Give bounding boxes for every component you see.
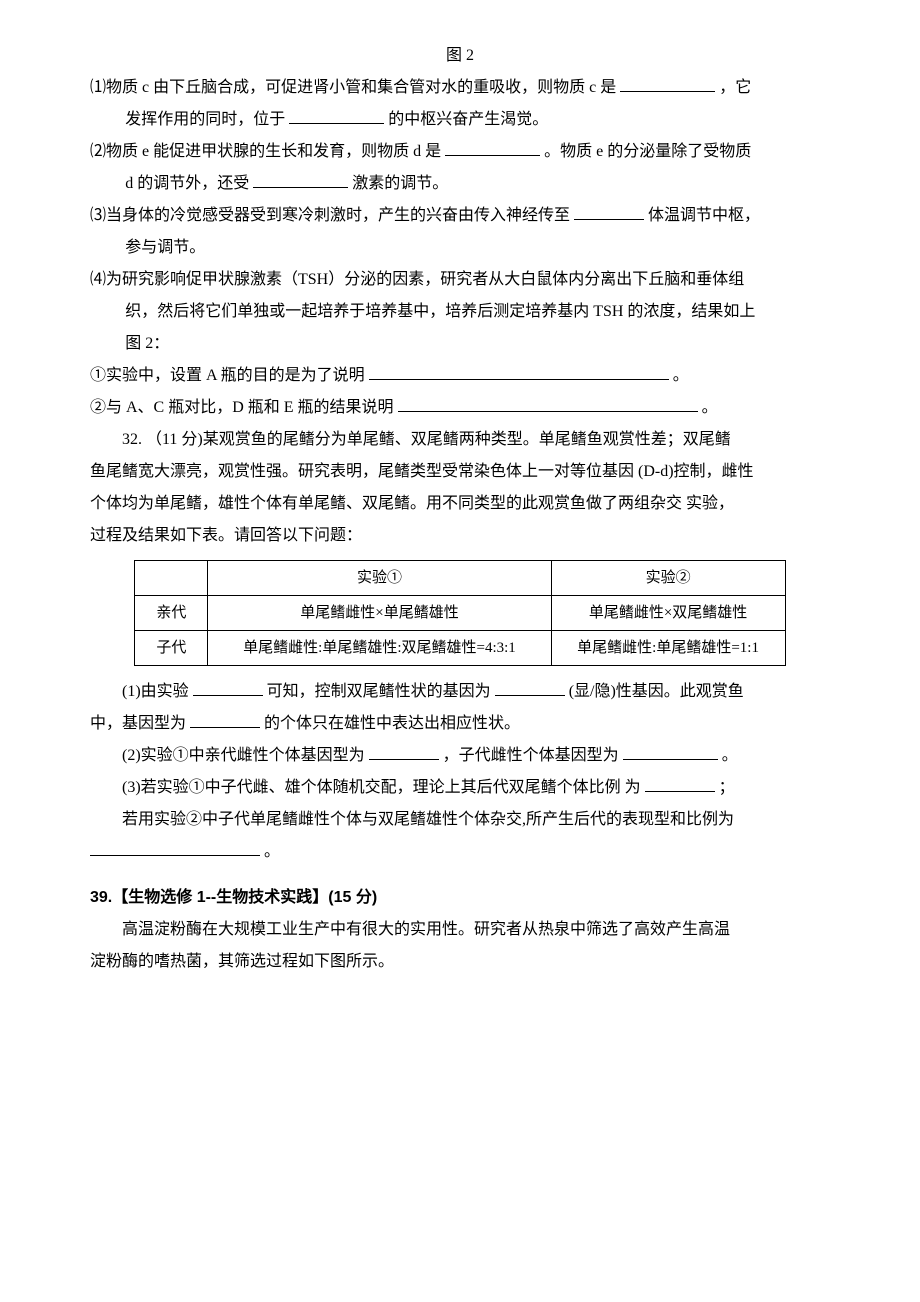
q31-4-sub2: ②与 A、C 瓶对比，D 瓶和 E 瓶的结果说明 。 (90, 392, 830, 424)
q32-2: (2)实验①中亲代雌性个体基因型为 ，子代雌性个体基因型为 。 (90, 740, 830, 772)
blank (620, 75, 715, 92)
experiment-table: 实验① 实验② 亲代 单尾鳍雌性×单尾鳍雄性 单尾鳍雌性×双尾鳍雄性 子代 单尾… (134, 560, 785, 666)
text: (1)由实验 (122, 683, 189, 700)
q31-1-line1: ⑴物质 c 由下丘脑合成，可促进肾小管和集合管对水的重吸收，则物质 c 是 ，它 (90, 72, 830, 104)
text: ，它 (719, 79, 751, 96)
q31-4-line3: 图 2： (90, 328, 830, 360)
table-header-exp1: 实验① (208, 561, 551, 596)
text: (显/隐)性基因。此观赏鱼 (569, 683, 744, 700)
text: 。 (673, 367, 689, 384)
text: ⑵物质 e 能促进甲状腺的生长和发育，则物质 d 是 (90, 143, 441, 160)
blank (445, 139, 540, 156)
text: ⑴物质 c 由下丘脑合成，可促进肾小管和集合管对水的重吸收，则物质 c 是 (90, 79, 616, 96)
q39-line1: 高温淀粉酶在大规模工业生产中有很大的实用性。研究者从热泉中筛选了高效产生高温 (90, 914, 830, 946)
blank (289, 107, 384, 124)
text: 可知，控制双尾鳍性状的基因为 (267, 683, 491, 700)
q32-3-line2: 若用实验②中子代单尾鳍雌性个体与双尾鳍雄性个体杂交,所产生后代的表现型和比例为 (90, 804, 830, 836)
q31-3-line2: 参与调节。 (90, 232, 830, 264)
q31-2-line2: d 的调节外，还受 激素的调节。 (90, 168, 830, 200)
text: ； (719, 779, 735, 796)
blank (253, 171, 348, 188)
text: 。 (702, 399, 718, 416)
table-cell: 亲代 (135, 596, 208, 631)
blank (193, 679, 263, 696)
text: d 的调节外，还受 (125, 175, 249, 192)
blank (623, 743, 718, 760)
text: ，子代雌性个体基因型为 (443, 747, 619, 764)
q31-3-line1: ⑶当身体的冷觉感受器受到寒冷刺激时，产生的兴奋由传入神经传至 体温调节中枢， (90, 200, 830, 232)
table-cell: 子代 (135, 631, 208, 666)
q31-4-sub1: ①实验中，设置 A 瓶的目的是为了说明 。 (90, 360, 830, 392)
blank (645, 775, 715, 792)
text: ①实验中，设置 A 瓶的目的是为了说明 (90, 367, 365, 384)
blank (369, 363, 669, 380)
table-header-empty (135, 561, 208, 596)
text: 激素的调节。 (352, 175, 448, 192)
text: 。 (722, 747, 738, 764)
table-row: 亲代 单尾鳍雌性×单尾鳍雄性 单尾鳍雌性×双尾鳍雄性 (135, 596, 785, 631)
blank (90, 839, 260, 856)
text: 发挥作用的同时，位于 (125, 111, 285, 128)
blank (190, 711, 260, 728)
blank (369, 743, 439, 760)
text: 的中枢兴奋产生渴觉。 (388, 111, 548, 128)
q32-intro-line3: 个体均为单尾鳍，雄性个体有单尾鳍、双尾鳍。用不同类型的此观赏鱼做了两组杂交 实验… (90, 488, 830, 520)
text: 体温调节中枢， (648, 207, 760, 224)
q39-heading: 39.【生物选修 1--生物技术实践】(15 分) (90, 882, 830, 914)
table-row: 子代 单尾鳍雌性:单尾鳍雄性:双尾鳍雄性=4:3:1 单尾鳍雌性:单尾鳍雄性=1… (135, 631, 785, 666)
q32-1-line2: 中，基因型为 的个体只在雄性中表达出相应性状。 (90, 708, 830, 740)
table-cell: 单尾鳍雌性:单尾鳍雄性=1:1 (551, 631, 785, 666)
q32-3-line3: 。 (90, 836, 830, 868)
q32-3-line1: (3)若实验①中子代雌、雄个体随机交配，理论上其后代双尾鳍个体比例 为 ； (90, 772, 830, 804)
blank (398, 395, 698, 412)
q31-1-line2: 发挥作用的同时，位于 的中枢兴奋产生渴觉。 (90, 104, 830, 136)
figure-2-caption: 图 2 (90, 40, 830, 72)
text: 。物质 e 的分泌量除了受物质 (544, 143, 751, 160)
table-cell: 单尾鳍雌性×单尾鳍雄性 (208, 596, 551, 631)
blank (495, 679, 565, 696)
table-cell: 单尾鳍雌性×双尾鳍雄性 (551, 596, 785, 631)
text: ⑶当身体的冷觉感受器受到寒冷刺激时，产生的兴奋由传入神经传至 (90, 207, 570, 224)
text: 参与调节。 (125, 239, 205, 256)
q31-4-line2: 织，然后将它们单独或一起培养于培养基中，培养后测定培养基内 TSH 的浓度，结果… (90, 296, 830, 328)
q31-4-line1: ⑷为研究影响促甲状腺激素（TSH）分泌的因素，研究者从大白鼠体内分离出下丘脑和垂… (90, 264, 830, 296)
table-row: 实验① 实验② (135, 561, 785, 596)
q32-intro-line4: 过程及结果如下表。请回答以下问题： (90, 520, 830, 552)
q31-2-line1: ⑵物质 e 能促进甲状腺的生长和发育，则物质 d 是 。物质 e 的分泌量除了受… (90, 136, 830, 168)
text: 中，基因型为 (90, 715, 186, 732)
text: 。 (264, 843, 280, 860)
q39-line2: 淀粉酶的嗜热菌，其筛选过程如下图所示。 (90, 946, 830, 978)
text: (2)实验①中亲代雌性个体基因型为 (122, 747, 365, 764)
q32-intro-line1: 32. （11 分)某观赏鱼的尾鳍分为单尾鳍、双尾鳍两种类型。单尾鳍鱼观赏性差；… (90, 424, 830, 456)
table-header-exp2: 实验② (551, 561, 785, 596)
blank (574, 203, 644, 220)
q32-1-line1: (1)由实验 可知，控制双尾鳍性状的基因为 (显/隐)性基因。此观赏鱼 (90, 676, 830, 708)
text: 的个体只在雄性中表达出相应性状。 (264, 715, 520, 732)
text: ②与 A、C 瓶对比，D 瓶和 E 瓶的结果说明 (90, 399, 394, 416)
q32-intro-line2: 鱼尾鳍宽大漂亮，观赏性强。研究表明，尾鳍类型受常染色体上一对等位基因 (D-d)… (90, 456, 830, 488)
text: (3)若实验①中子代雌、雄个体随机交配，理论上其后代双尾鳍个体比例 为 (122, 779, 645, 796)
table-cell: 单尾鳍雌性:单尾鳍雄性:双尾鳍雄性=4:3:1 (208, 631, 551, 666)
